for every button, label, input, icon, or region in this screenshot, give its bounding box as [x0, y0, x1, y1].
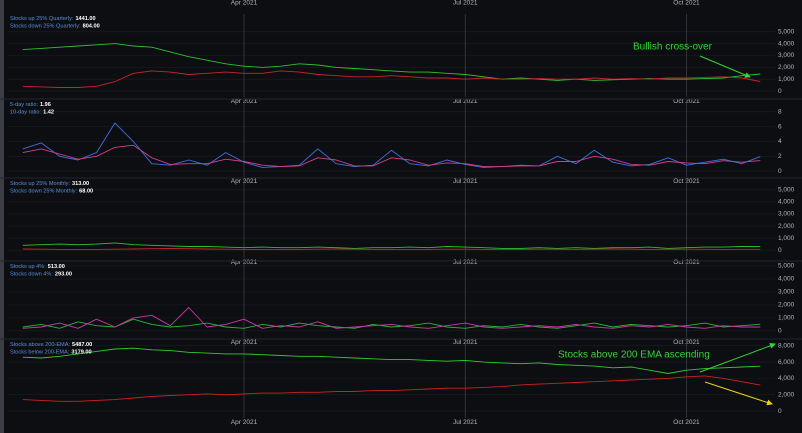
- legend-name: Stocks up 4%:: [10, 264, 46, 270]
- series-line: [22, 318, 761, 329]
- y-tick-label: 2: [778, 153, 782, 160]
- legend-entry: Stocks up 4%: 513.00: [10, 264, 65, 270]
- series-line: [22, 70, 761, 88]
- legend-name: Stocks down 25% Monthly:: [10, 189, 78, 195]
- legend-entry: Stocks up 25% Monthly: 313.00: [10, 181, 89, 187]
- legend-name: Stocks above 200-EMA:: [10, 342, 70, 348]
- legend-value: 5487.00: [72, 342, 92, 348]
- annotation: Stocks above 200 EMA ascending: [558, 350, 710, 361]
- legend-name: 5-day ratio:: [10, 102, 38, 108]
- legend-name: Stocks up 25% Monthly:: [10, 181, 70, 187]
- x-tick-label: Apr 2021: [231, 0, 258, 7]
- legend-value: 3179.00: [71, 350, 91, 356]
- legend-value: 1.96: [40, 102, 51, 108]
- legend-name: 10-day ratio:: [10, 110, 42, 116]
- legend-name: Stocks below 200-EMA:: [10, 350, 70, 356]
- x-tick-label: Jul 2021: [453, 419, 478, 426]
- legend-name: Stocks down 25% Quarterly:: [10, 24, 81, 30]
- series-line: [22, 242, 761, 249]
- y-tick-label: 4,000: [778, 199, 795, 206]
- legend-entry: Stocks down 25% Monthly: 68.00: [10, 189, 93, 195]
- legend-value: 1.42: [43, 110, 54, 116]
- y-tick-label: 4: [778, 138, 782, 145]
- legend-name: Stocks down 4%:: [10, 272, 53, 278]
- legend-value: 513.00: [48, 264, 65, 270]
- annotation-arrow: [699, 55, 751, 78]
- legend-entry: Stocks down 4%: 293.00: [10, 272, 72, 278]
- series-line: [22, 375, 761, 402]
- legend-value: 313.00: [72, 181, 89, 187]
- y-tick-label: 0: [778, 88, 782, 95]
- x-tick-label: Jul 2021: [453, 0, 478, 7]
- series-line: [22, 247, 761, 251]
- annotation: Bullish cross-over: [633, 42, 713, 53]
- legend-value: 1441.00: [75, 16, 95, 22]
- series-line: [22, 122, 761, 168]
- x-tick-label: Apr 2021: [231, 419, 258, 426]
- y-tick-label: 8,000: [778, 342, 795, 349]
- x-tick-label: Oct 2021: [673, 0, 700, 7]
- y-tick-label: 0: [778, 247, 782, 254]
- y-tick-label: 6,000: [778, 359, 795, 366]
- y-tick-label: 3,000: [778, 52, 795, 59]
- y-tick-label: 0: [778, 328, 782, 335]
- y-tick-label: 2,000: [778, 223, 795, 230]
- y-tick-label: 2,000: [778, 302, 795, 309]
- x-tick-label: Oct 2021: [673, 419, 700, 426]
- y-tick-label: 5,000: [778, 187, 795, 194]
- y-tick-label: 0: [778, 408, 782, 415]
- y-tick-label: 0: [778, 168, 782, 175]
- series-line: [22, 307, 761, 329]
- y-tick-label: 4,000: [778, 40, 795, 47]
- legend-value: 804.00: [83, 24, 100, 30]
- legend-entry: Stocks down 25% Quarterly: 804.00: [10, 24, 100, 30]
- y-tick-label: 5,000: [778, 263, 795, 270]
- legend-value: 293.00: [55, 272, 72, 278]
- y-tick-label: 3,000: [778, 289, 795, 296]
- annotation-arrow: [704, 381, 773, 406]
- y-tick-label: 1,000: [778, 235, 795, 242]
- legend-entry: 10-day ratio: 1.42: [10, 110, 54, 116]
- legend-entry: Stocks above 200-EMA: 5487.00: [10, 342, 92, 348]
- y-tick-label: 2,000: [778, 64, 795, 71]
- legend-entry: 5-day ratio: 1.96: [10, 102, 51, 108]
- y-tick-label: 2,000: [778, 391, 795, 398]
- y-tick-label: 6: [778, 123, 782, 130]
- y-tick-label: 8: [778, 109, 782, 116]
- series-line: [22, 347, 761, 374]
- series-line: [22, 144, 761, 168]
- annotation-arrow: [699, 342, 776, 373]
- y-tick-label: 4,000: [778, 375, 795, 382]
- y-tick-label: 1,000: [778, 76, 795, 83]
- left-edge: [0, 0, 4, 433]
- legend-entry: Stocks below 200-EMA: 3179.00: [10, 350, 92, 356]
- y-tick-label: 4,000: [778, 276, 795, 283]
- legend-entry: Stocks up 25% Quarterly: 1441.00: [10, 16, 96, 22]
- y-tick-label: 5,000: [778, 29, 795, 36]
- legend-value: 68.00: [79, 189, 93, 195]
- legend-name: Stocks up 25% Quarterly:: [10, 16, 74, 22]
- y-tick-label: 1,000: [778, 315, 795, 322]
- y-tick-label: 3,000: [778, 211, 795, 218]
